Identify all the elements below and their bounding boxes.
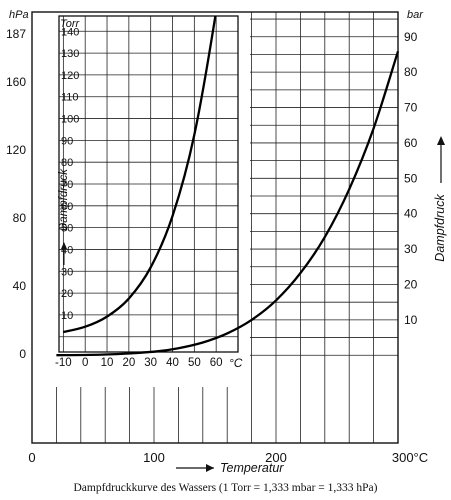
inset-x-tick-label: 10 — [101, 357, 114, 369]
right-tick-label: 20 — [404, 277, 418, 291]
right-axis-arrow-head — [437, 136, 445, 145]
inset-y-tick-label: 100 — [61, 114, 79, 126]
left-tick-label: 187 — [6, 27, 26, 41]
main-frame — [31, 11, 399, 444]
inset-series-line — [63, 16, 217, 334]
x-tick-label: 100 — [143, 450, 165, 465]
inset-y-tick-label: 40 — [61, 244, 73, 256]
right-tick-label: 70 — [404, 101, 418, 115]
inset-x-tick-label: 30 — [144, 357, 157, 369]
inset-y-tick-label: 130 — [61, 48, 79, 60]
right-tick-label: 60 — [404, 136, 418, 150]
right-axis-unit: bar — [407, 9, 424, 21]
inset-x-axis-label: °C — [229, 356, 243, 370]
inset-x-tick-label: 60 — [210, 357, 223, 369]
left-tick-label: 80 — [13, 211, 27, 225]
right-tick-label: 30 — [404, 242, 418, 256]
inset-y-tick-label: 90 — [61, 135, 73, 147]
inset-background — [20, 11, 250, 387]
inset-x-tick-label: 0 — [82, 357, 88, 369]
inset-y-tick-label: 120 — [61, 70, 79, 82]
x-tick-label: 300°C — [392, 450, 428, 465]
main-curve — [56, 50, 400, 357]
main-series-line — [56, 50, 400, 357]
right-tick-label: 80 — [404, 65, 418, 79]
figure-caption: Dampfdruckkurve des Wassers (1 Torr = 1,… — [73, 482, 378, 494]
right-tick-label: 90 — [404, 30, 418, 44]
inset-y-axis-label: Dampfdruck — [58, 168, 70, 231]
left-tick-label: 40 — [13, 279, 27, 293]
inset-arrow-head — [61, 242, 67, 249]
inset-y-tick-label: 110 — [61, 92, 79, 104]
inset-x-tick-label: 40 — [166, 357, 179, 369]
left-axis-unit: hPa — [9, 9, 29, 21]
inset-y-tick-label: 50 — [61, 223, 73, 235]
inset-grid — [58, 15, 239, 353]
inset-y-tick-label: 20 — [61, 288, 73, 300]
inset-y-tick-label: 60 — [61, 201, 73, 213]
x-tick-label: 0 — [28, 450, 35, 465]
left-tick-label: 0 — [19, 347, 26, 361]
inset-x-tick-label: -10 — [55, 357, 72, 369]
x-axis-label: Temperatur — [220, 461, 284, 475]
right-tick-label: 10 — [404, 313, 418, 327]
left-tick-label: 160 — [6, 75, 26, 89]
inset-y-unit: Torr — [60, 18, 80, 30]
x-tick-label: 200 — [265, 450, 287, 465]
inset-y-tick-label: 80 — [61, 157, 73, 169]
inset-x-tick-label: 20 — [122, 357, 135, 369]
left-tick-label: 120 — [6, 143, 26, 157]
right-tick-label: 40 — [404, 207, 418, 221]
inset-y-tick-label: 30 — [61, 266, 73, 278]
inset-curve — [63, 16, 217, 334]
inset-y-tick-label: 70 — [61, 179, 73, 191]
main-plot-border — [31, 11, 399, 444]
inset-y-tick-label: 10 — [61, 310, 73, 322]
right-tick-label: 50 — [404, 171, 418, 185]
right-axis-label: Dampfdruck — [433, 194, 447, 262]
inset-x-tick-label: 50 — [188, 357, 201, 369]
axis-labels: 0 100 200 300°CTemperaturhPa04080120160187b… — [6, 9, 447, 475]
inset-panel — [20, 11, 250, 387]
inset-y-tick-label: 140 — [61, 26, 79, 38]
x-axis-arrow-head — [206, 464, 214, 472]
